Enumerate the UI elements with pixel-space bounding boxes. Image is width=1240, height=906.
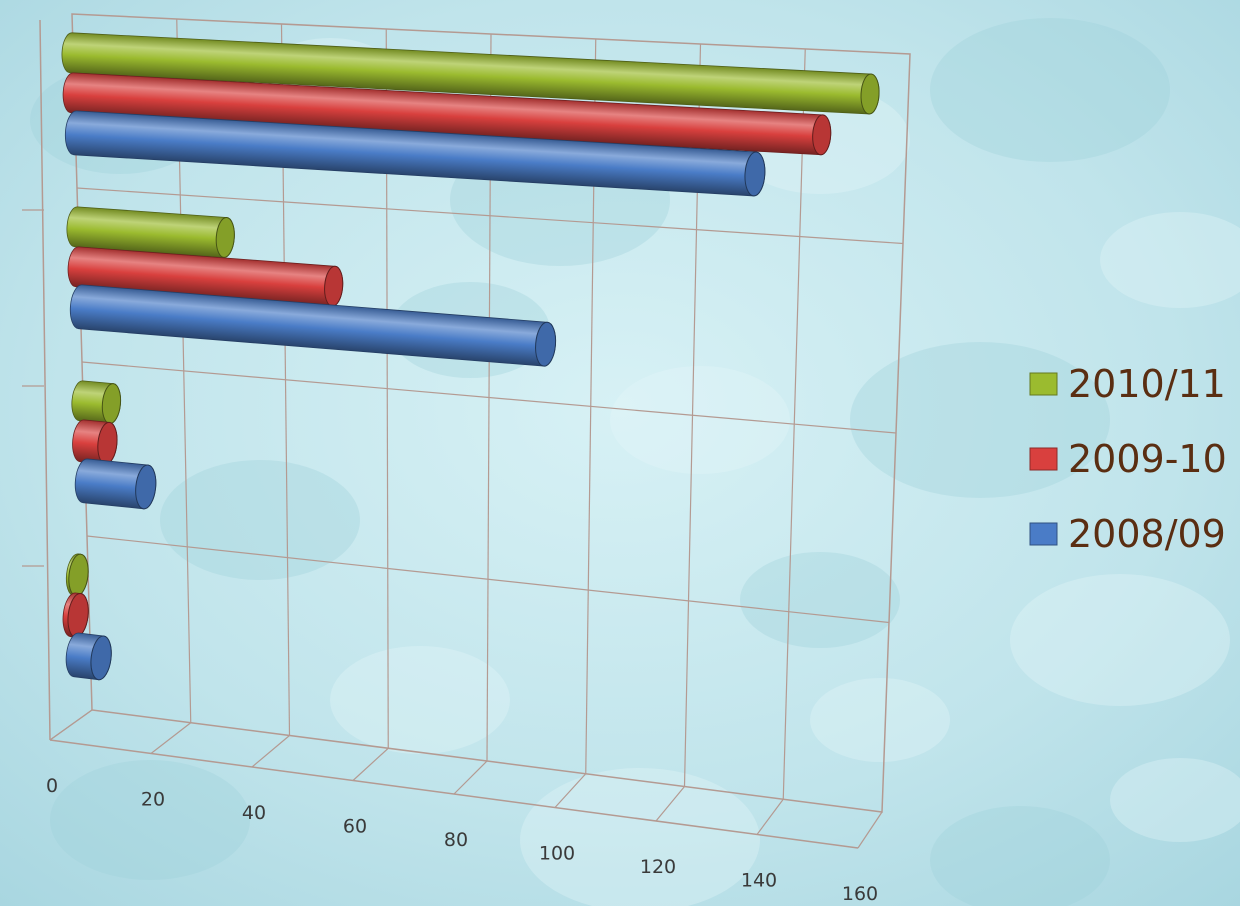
bar xyxy=(74,458,157,510)
x-tick-label: 100 xyxy=(539,843,575,865)
background-blob xyxy=(930,18,1170,162)
floor-gridline xyxy=(655,786,685,822)
floor-gridline xyxy=(251,735,290,768)
bar xyxy=(65,632,112,681)
bar-cap xyxy=(135,464,157,510)
bar-cap xyxy=(860,73,880,115)
horizontal-gridline xyxy=(76,187,904,245)
background-blob xyxy=(810,678,950,762)
x-tick-label: 40 xyxy=(242,802,266,824)
background-blob xyxy=(610,366,790,474)
legend-swatch xyxy=(1029,372,1058,396)
background-blob xyxy=(330,646,510,754)
floor-gridline xyxy=(150,722,192,754)
legend: 2010/11 2009-10 2008/09 xyxy=(1029,362,1227,556)
background-blob xyxy=(50,760,250,880)
x-tick-label: 0 xyxy=(46,775,58,797)
x-tick-label: 140 xyxy=(741,870,777,892)
bar xyxy=(69,284,557,367)
bar xyxy=(66,206,235,258)
legend-item: 2010/11 xyxy=(1029,362,1226,406)
x-tick-label: 20 xyxy=(141,789,165,811)
bar-cap xyxy=(90,635,112,681)
background-blob xyxy=(1100,212,1240,308)
background-blob xyxy=(930,806,1110,906)
grid xyxy=(22,13,911,849)
bar xyxy=(62,72,832,156)
legend-item: 2008/09 xyxy=(1029,512,1226,556)
bar-cap xyxy=(744,151,766,197)
horizontal-gridline xyxy=(81,361,897,434)
bar xyxy=(72,419,118,465)
x-tick-label: 120 xyxy=(640,856,676,878)
x-tick-label: 60 xyxy=(343,816,367,838)
x-axis-ticks: 0 20 40 60 80 100 120 140 160 xyxy=(46,775,878,905)
legend-item: 2009-10 xyxy=(1029,437,1227,481)
floor-edge xyxy=(49,709,93,741)
x-tick-label: 160 xyxy=(842,883,878,905)
legend-swatch xyxy=(1029,447,1058,471)
legend-label: 2010/11 xyxy=(1068,362,1226,406)
legend-label: 2008/09 xyxy=(1068,512,1226,556)
horizontal-gridline xyxy=(86,535,890,624)
x-tick-label: 80 xyxy=(444,829,468,851)
background-blob xyxy=(520,768,760,906)
floor-gridline xyxy=(857,811,883,849)
legend-label: 2009-10 xyxy=(1068,437,1227,481)
y-axis-line xyxy=(39,19,51,741)
bar xyxy=(64,110,766,197)
bar-cap xyxy=(215,216,235,258)
background-blob xyxy=(1010,574,1230,706)
floor-gridline xyxy=(554,773,587,808)
background-blob xyxy=(160,460,360,580)
bar-cap xyxy=(812,114,832,156)
background-blob xyxy=(740,552,900,648)
bar xyxy=(61,32,880,115)
floor-gridline xyxy=(352,747,389,781)
bars xyxy=(61,32,880,681)
floor-gridline xyxy=(756,798,784,835)
bar-cap xyxy=(535,321,557,367)
bar xyxy=(71,380,122,425)
legend-swatch xyxy=(1029,522,1058,546)
bar xyxy=(62,592,89,638)
background-blob xyxy=(1110,758,1240,842)
floor-gridline xyxy=(453,760,488,795)
